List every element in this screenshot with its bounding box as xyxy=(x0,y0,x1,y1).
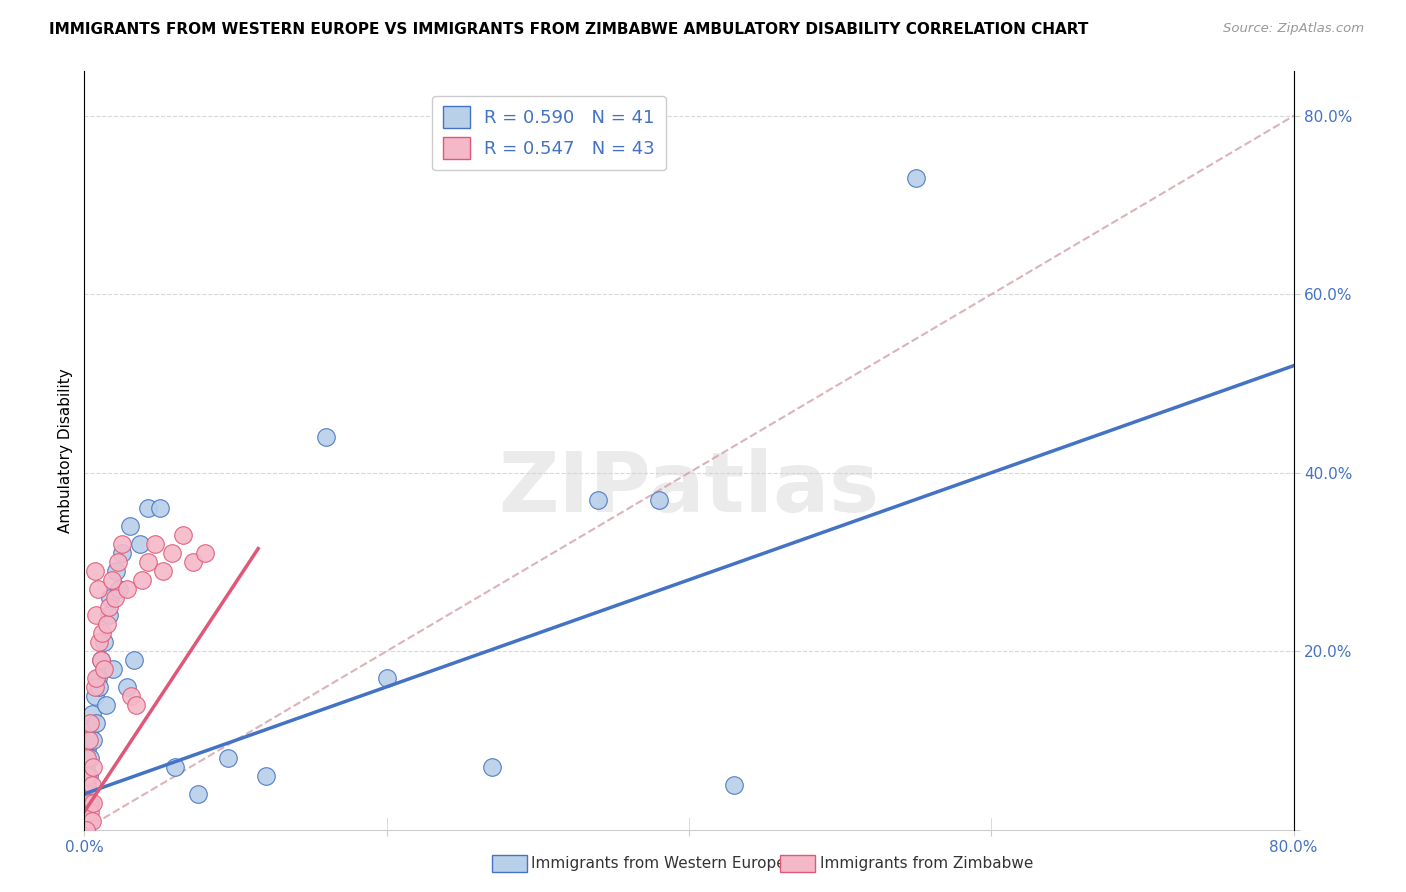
Point xyxy=(77,796,100,810)
Point xyxy=(217,751,239,765)
Point xyxy=(75,778,97,792)
Point xyxy=(375,671,398,685)
Point xyxy=(79,805,101,819)
Point xyxy=(93,662,115,676)
Point xyxy=(101,662,124,676)
Point xyxy=(315,430,337,444)
Point xyxy=(181,555,204,569)
Point xyxy=(87,582,110,596)
Point xyxy=(122,653,145,667)
Point xyxy=(75,787,97,801)
Point xyxy=(107,555,129,569)
Point xyxy=(79,715,101,730)
Point xyxy=(723,778,745,792)
Point xyxy=(194,546,217,560)
Point xyxy=(97,608,120,623)
Point xyxy=(89,680,111,694)
Point xyxy=(76,787,98,801)
Point xyxy=(75,805,97,819)
Text: Immigrants from Zimbabwe: Immigrants from Zimbabwe xyxy=(820,856,1033,871)
Point xyxy=(125,698,148,712)
Point xyxy=(75,805,97,819)
Point xyxy=(84,680,107,694)
Point xyxy=(136,501,159,516)
Point xyxy=(98,591,121,605)
Text: Immigrants from Western Europe: Immigrants from Western Europe xyxy=(531,856,786,871)
Point xyxy=(97,599,120,614)
Point xyxy=(90,653,112,667)
Point xyxy=(75,822,97,837)
Point xyxy=(115,680,138,694)
Point xyxy=(80,778,103,792)
Point xyxy=(149,501,172,516)
Point xyxy=(84,689,107,703)
Text: IMMIGRANTS FROM WESTERN EUROPE VS IMMIGRANTS FROM ZIMBABWE AMBULATORY DISABILITY: IMMIGRANTS FROM WESTERN EUROPE VS IMMIGR… xyxy=(49,22,1088,37)
Point xyxy=(77,733,100,747)
Point xyxy=(84,564,107,578)
Point xyxy=(76,769,98,783)
Point xyxy=(79,796,101,810)
Point xyxy=(77,814,100,828)
Point xyxy=(481,760,503,774)
Point xyxy=(172,528,194,542)
Point xyxy=(111,546,134,560)
Point xyxy=(89,635,111,649)
Point xyxy=(77,769,100,783)
Y-axis label: Ambulatory Disability: Ambulatory Disability xyxy=(58,368,73,533)
Point xyxy=(86,608,108,623)
Point xyxy=(120,689,142,703)
Point xyxy=(91,626,114,640)
Point xyxy=(904,171,927,186)
Point xyxy=(82,760,104,774)
Point xyxy=(136,555,159,569)
Point xyxy=(165,760,187,774)
Point xyxy=(94,698,117,712)
Point xyxy=(100,573,122,587)
Point xyxy=(87,671,110,685)
Point xyxy=(79,751,101,765)
Legend: R = 0.590   N = 41, R = 0.547   N = 43: R = 0.590 N = 41, R = 0.547 N = 43 xyxy=(432,95,666,170)
Point xyxy=(77,724,100,739)
Point xyxy=(90,653,112,667)
Point xyxy=(187,787,209,801)
Point xyxy=(86,671,108,685)
Point xyxy=(160,546,183,560)
Point xyxy=(93,635,115,649)
Point xyxy=(75,814,97,828)
Point xyxy=(80,706,103,721)
Point xyxy=(105,564,128,578)
Point xyxy=(82,796,104,810)
Point xyxy=(76,751,98,765)
Point xyxy=(80,814,103,828)
Point xyxy=(76,778,98,792)
Point xyxy=(108,582,131,596)
Text: ZIPatlas: ZIPatlas xyxy=(499,448,879,529)
Point xyxy=(129,537,152,551)
Point xyxy=(131,573,153,587)
Point xyxy=(96,617,118,632)
Point xyxy=(111,537,134,551)
Point xyxy=(152,564,174,578)
Point xyxy=(76,742,98,756)
Text: Source: ZipAtlas.com: Source: ZipAtlas.com xyxy=(1223,22,1364,36)
Point xyxy=(118,519,141,533)
Point xyxy=(588,492,610,507)
Point xyxy=(75,760,97,774)
Point xyxy=(145,537,167,551)
Point xyxy=(648,492,671,507)
Point xyxy=(104,591,127,605)
Point xyxy=(86,715,108,730)
Point xyxy=(254,769,277,783)
Point xyxy=(75,796,97,810)
Point xyxy=(115,582,138,596)
Point xyxy=(82,733,104,747)
